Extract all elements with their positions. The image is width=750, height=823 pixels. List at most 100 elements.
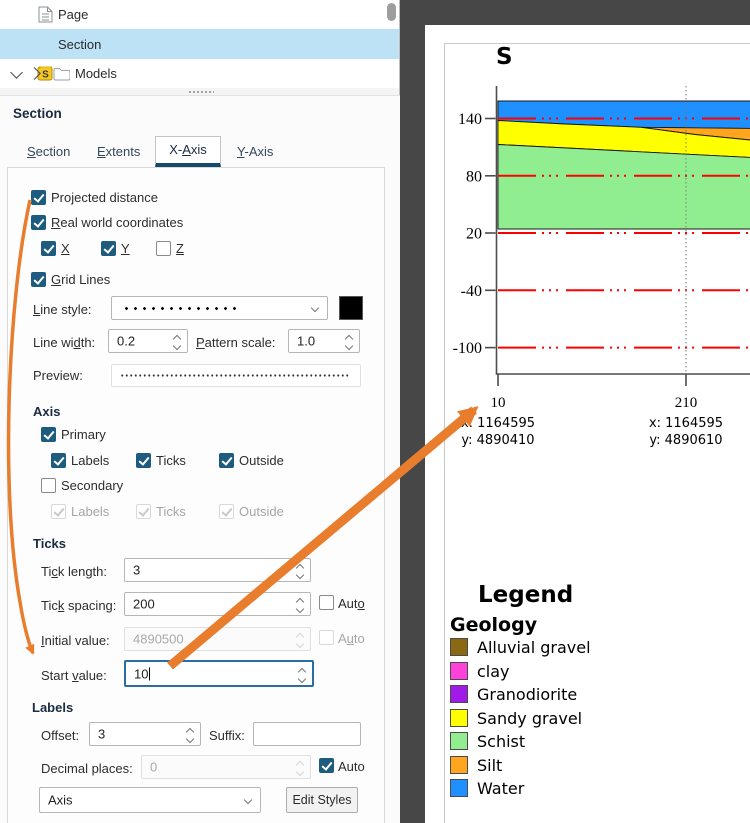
ticks-heading: Ticks (33, 536, 67, 551)
offset-spinner[interactable]: 3 (89, 722, 201, 746)
pattern-scale-spinner[interactable]: 1.0 (288, 329, 360, 353)
tree-item-page[interactable]: Page (0, 0, 400, 29)
initial-value-auto-checkbox (319, 630, 334, 645)
secondary-labels-label: Labels (71, 504, 110, 519)
suffix-label: Suffix: (209, 728, 245, 743)
axis-heading: Axis (33, 404, 61, 419)
secondary-checkbox[interactable] (41, 478, 56, 493)
secondary-ticks-label: Ticks (156, 504, 186, 519)
spin-down-icon[interactable] (185, 734, 195, 744)
layer-schist (497, 144, 750, 230)
offset-label: Offset: (41, 728, 80, 743)
color-swatch (450, 685, 468, 703)
color-swatch (450, 732, 468, 750)
chevron-down-icon (310, 303, 320, 313)
layout-page: S (425, 25, 750, 823)
primary-checkbox[interactable] (41, 427, 56, 442)
color-swatch (450, 755, 468, 774)
suffix-field[interactable] (253, 722, 361, 746)
projected-distance-label: Projected distance (51, 190, 158, 205)
tree-item-models[interactable]: Models (0, 59, 400, 88)
color-swatch (450, 638, 468, 656)
tree-scrollbar-thumb[interactable] (387, 3, 396, 21)
line-preview (120, 365, 350, 386)
spin-down-icon[interactable] (295, 604, 305, 614)
primary-outside-checkbox[interactable] (219, 453, 234, 468)
line-style-dropdown[interactable] (111, 296, 328, 320)
color-swatch (450, 779, 468, 797)
primary-ticks-label: Ticks (156, 453, 186, 468)
labels-heading: Labels (32, 700, 74, 715)
chart-title: S (496, 44, 513, 70)
svg-text:210: 210 (675, 395, 698, 411)
svg-text:S: S (42, 70, 49, 81)
pattern-scale-label: Pattern scale: (196, 335, 276, 350)
initial-value-spinner: 4890500 (124, 627, 311, 651)
decimal-places-label: Decimal places: (41, 761, 133, 776)
spin-down-icon (295, 767, 305, 777)
chevron-right-icon[interactable] (28, 67, 41, 80)
start-value-spinner[interactable]: 10 (124, 660, 314, 687)
tab-y-axis[interactable]: Y-Axis (237, 144, 274, 159)
svg-text:x: 1164595: x: 1164595 (649, 416, 723, 431)
secondary-outside-label: Outside (239, 504, 284, 519)
legend-title: Legend (478, 582, 574, 608)
y-checkbox[interactable] (101, 241, 116, 256)
decimal-auto-checkbox[interactable] (319, 758, 334, 773)
horizontal-gridlines (498, 117, 750, 349)
tick-length-spinner[interactable]: 3 (124, 558, 311, 582)
page-icon (38, 6, 53, 23)
line-width-spinner[interactable]: 0.2 (108, 329, 188, 353)
grid-lines-checkbox[interactable] (31, 272, 46, 287)
tick-spacing-auto-checkbox[interactable] (319, 595, 334, 610)
section-chart-object[interactable]: S (444, 43, 750, 823)
spin-down-icon[interactable] (297, 674, 307, 684)
primary-labels-checkbox[interactable] (51, 453, 66, 468)
x-checkbox[interactable] (41, 241, 56, 256)
secondary-label: Secondary (61, 478, 124, 493)
line-width-label: Line width: (33, 335, 96, 350)
legend-group-geology: Geology (450, 614, 538, 636)
dotted-pattern-preview (122, 297, 242, 319)
svg-text:10: 10 (491, 395, 506, 411)
spin-down-icon[interactable] (344, 341, 354, 351)
scene-canvas[interactable]: S (400, 0, 750, 823)
spin-down-icon[interactable] (295, 570, 305, 580)
tree-item-section[interactable]: S Section (0, 29, 400, 81)
x-label: X (61, 241, 70, 256)
start-value-label: Start value: (41, 668, 107, 683)
line-color-swatch[interactable] (339, 296, 363, 320)
svg-text:x: 1164595: x: 1164595 (461, 416, 535, 431)
primary-ticks-checkbox[interactable] (136, 453, 151, 468)
tab-section[interactable]: Section (27, 144, 71, 159)
x-axis-labels: 10 210 x: 1164595 y: 4890410 x: 1164595 … (461, 395, 723, 448)
preview-label: Preview: (33, 368, 83, 383)
tab-extents[interactable]: Extents (97, 144, 141, 159)
tree-item-label: Page (58, 7, 89, 22)
secondary-ticks-checkbox (136, 504, 151, 519)
initial-value-auto-label: Auto (338, 631, 365, 646)
primary-labels-label: Labels (71, 453, 110, 468)
grid-lines-label: Grid Lines (51, 272, 111, 287)
svg-text:y: 4890610: y: 4890610 (649, 433, 722, 448)
edit-styles-button[interactable]: Edit Styles (286, 787, 358, 813)
real-world-coordinates-checkbox[interactable] (31, 215, 46, 230)
tick-length-label: Tick length: (41, 564, 108, 579)
y-label: Y (121, 241, 130, 256)
svg-text:-100: -100 (453, 340, 482, 357)
color-swatch (450, 661, 468, 680)
spin-down-icon[interactable] (172, 341, 182, 351)
line-style-label: Line style: (33, 302, 92, 317)
z-checkbox[interactable] (156, 241, 171, 256)
y-axis-labels: 140 80 20 -40 -100 (453, 111, 482, 357)
tab-x-axis[interactable]: X-Axis (155, 136, 221, 167)
tick-spacing-spinner[interactable]: 200 (124, 592, 311, 616)
secondary-outside-checkbox (219, 504, 234, 519)
real-world-coordinates-label: Real world coordinates (51, 215, 184, 230)
section-cube-icon: S (37, 66, 53, 81)
projected-distance-checkbox[interactable] (31, 190, 46, 205)
panel-title: Section (13, 106, 62, 121)
style-target-dropdown[interactable]: Axis (39, 787, 261, 813)
tree-item-label: Section (58, 37, 102, 52)
